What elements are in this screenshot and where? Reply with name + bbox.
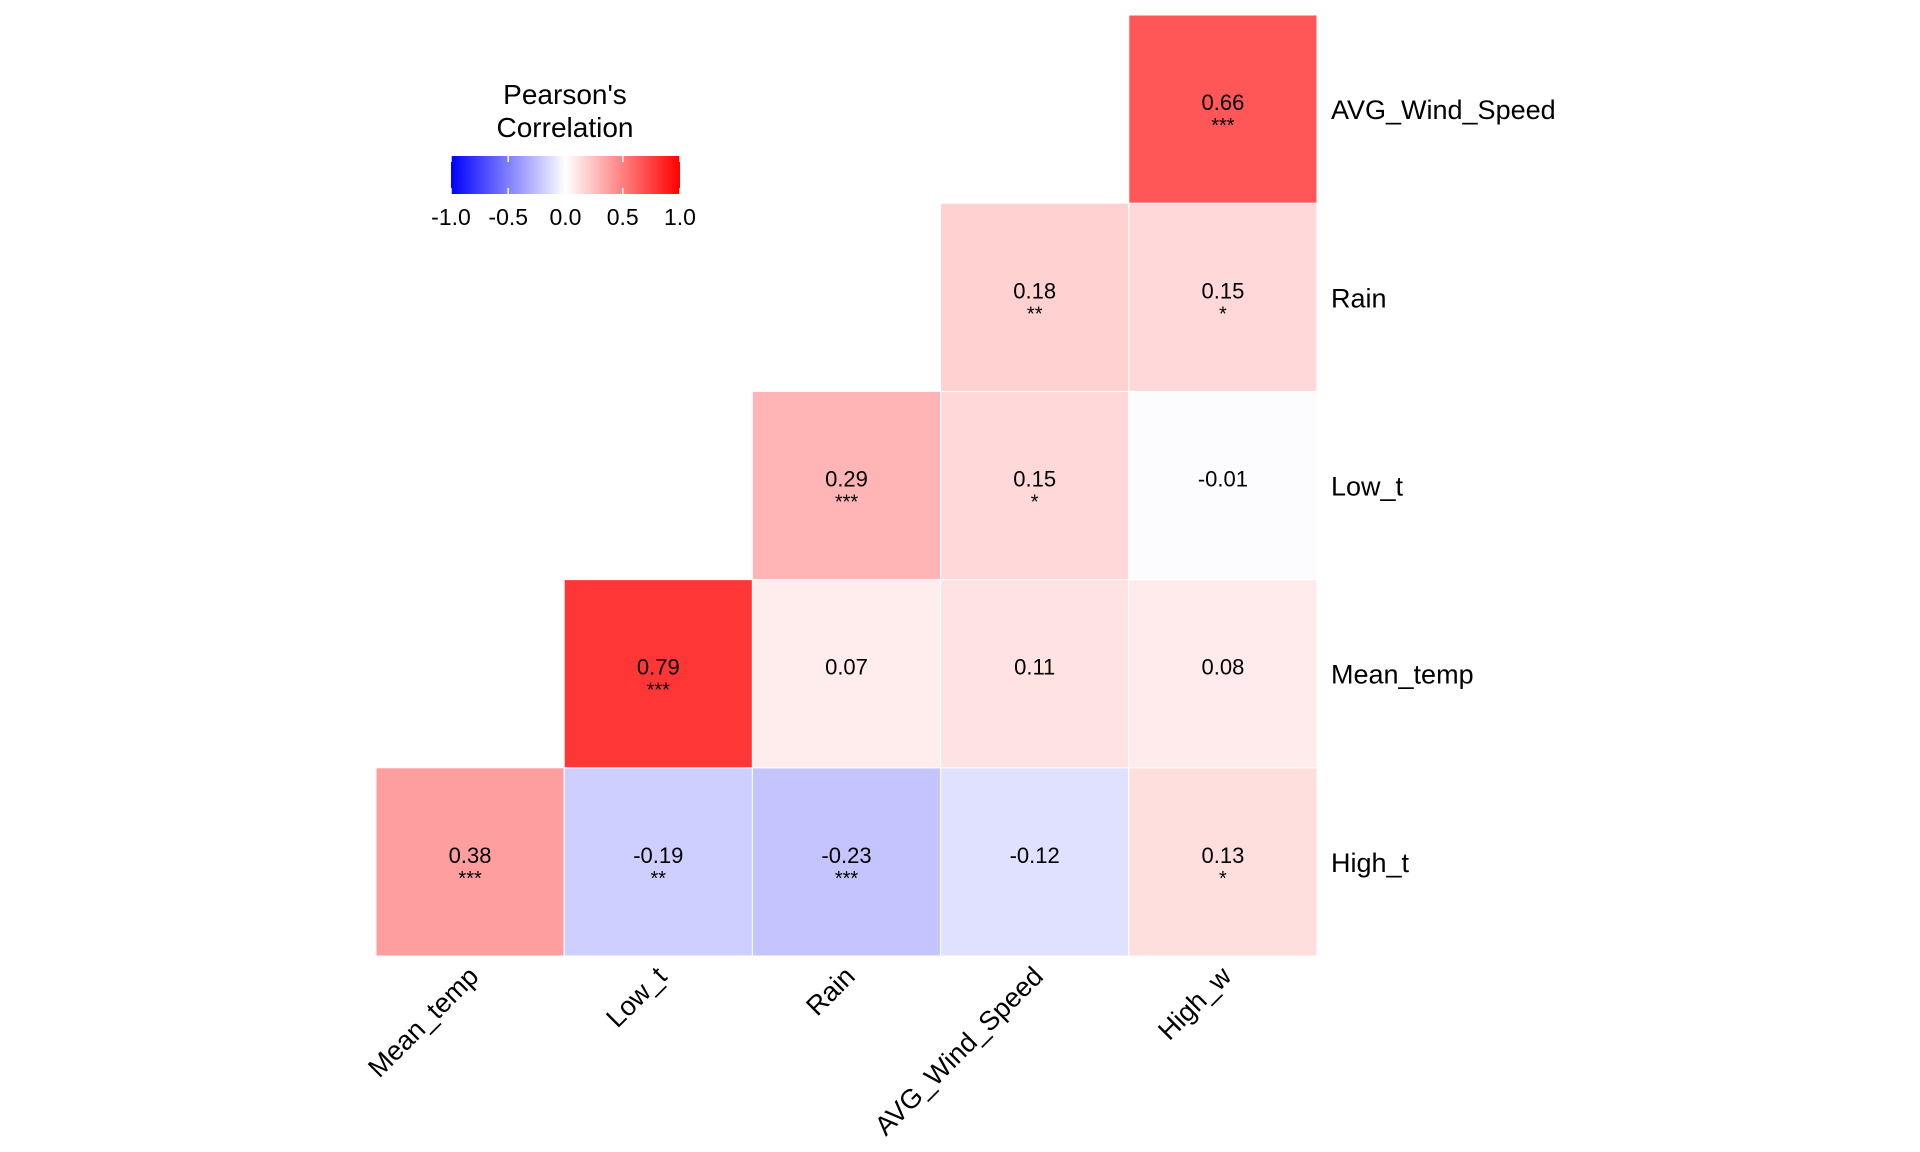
- cell-tile: [1128, 767, 1318, 957]
- y-axis-label: Rain: [1331, 283, 1387, 313]
- cell-significance-stars: *: [1219, 303, 1227, 325]
- y-axis-label: Mean_temp: [1331, 660, 1474, 690]
- heatmap-cell: 0.07: [751, 579, 942, 769]
- cell-significance-stars: **: [1027, 303, 1043, 325]
- legend-tick-label: -0.5: [488, 204, 528, 230]
- x-axis-label: Rain: [800, 961, 860, 1021]
- cell-tile: [940, 579, 1130, 769]
- cell-tile: [563, 767, 753, 957]
- heatmap-cell: 0.66***: [1128, 14, 1318, 204]
- cell-significance-stars: ***: [458, 868, 482, 890]
- cell-tile: [940, 202, 1130, 392]
- cell-tile: [940, 390, 1130, 581]
- cell-value-label: 0.08: [1201, 655, 1244, 680]
- heatmap-cell: 0.38***: [375, 767, 565, 957]
- legend-tick-label: 0.0: [550, 204, 582, 230]
- cell-significance-stars: *: [1219, 868, 1227, 890]
- cell-value-label: -0.23: [821, 843, 871, 868]
- heatmap-cell: 0.15*: [1128, 202, 1318, 392]
- cell-tile: [375, 767, 565, 957]
- heatmap-cell: 0.18**: [940, 202, 1130, 392]
- heatmap-cell: 0.08: [1128, 579, 1318, 769]
- cell-tile: [751, 579, 942, 769]
- x-axis-label: Mean_temp: [362, 961, 484, 1083]
- cell-significance-stars: ***: [1211, 115, 1235, 137]
- cell-significance-stars: ***: [835, 868, 859, 890]
- heatmap-cell: -0.19**: [563, 767, 753, 957]
- cell-value-label: -0.19: [633, 843, 683, 868]
- legend-tick-label: 0.5: [607, 204, 639, 230]
- y-axis-label: AVG_Wind_Speed: [1331, 95, 1556, 125]
- cell-value-label: 0.29: [825, 467, 868, 492]
- heatmap-cells: 0.38***-0.19**-0.23***-0.12 0.13*0.79***0…: [375, 14, 1318, 957]
- heatmap-cell: -0.12: [940, 767, 1130, 957]
- cell-significance-stars: **: [651, 868, 667, 890]
- cell-value-label: 0.79: [637, 655, 680, 680]
- heatmap-cell: 0.13*: [1128, 767, 1318, 957]
- heatmap-cell: 0.15*: [940, 390, 1130, 581]
- x-axis-labels: Mean_temp Low_t Rain AVG_Wind_Speed High_w: [362, 961, 1237, 1141]
- cell-tile: [751, 767, 942, 957]
- heatmap-cell: -0.23***: [751, 767, 942, 957]
- cell-tile: [1128, 14, 1318, 204]
- legend-color-bar: [451, 156, 680, 194]
- heatmap-cell: 0.11: [940, 579, 1130, 769]
- legend-ticks: -1.0 -0.5 0.0 0.5 1.0: [431, 156, 696, 230]
- cell-value-label: -0.01: [1198, 467, 1248, 492]
- y-axis-label: Low_t: [1331, 472, 1404, 502]
- cell-value-label: 0.66: [1201, 90, 1244, 115]
- cell-value-label: 0.15: [1201, 278, 1244, 303]
- legend-tick-label: -1.0: [431, 204, 471, 230]
- x-axis-label: High_w: [1152, 961, 1237, 1046]
- cell-value-label: 0.18: [1013, 278, 1056, 303]
- cell-value-label: 0.38: [449, 843, 492, 868]
- legend-title-line-1: Pearson's: [503, 79, 627, 110]
- heatmap-cell: 0.79***: [563, 579, 753, 769]
- cell-tile: [940, 767, 1130, 957]
- y-axis-label: High_t: [1331, 848, 1410, 878]
- cell-value-label: 0.07: [825, 655, 868, 680]
- legend-tick-label: 1.0: [664, 204, 696, 230]
- cell-value-label: -0.12: [1010, 843, 1060, 868]
- cell-tile: [1128, 579, 1318, 769]
- cell-value-label: 0.15: [1013, 467, 1056, 492]
- color-legend: Pearson's Correlation -1.0 -0.5 0.0 0.5 1.0: [431, 79, 696, 230]
- cell-significance-stars: ***: [835, 492, 859, 514]
- heatmap-cell: -0.01: [1128, 390, 1318, 581]
- cell-tile: [563, 579, 753, 769]
- cell-tile: [1128, 390, 1318, 581]
- cell-value-label: 0.13: [1201, 843, 1244, 868]
- y-axis-labels: High_t Mean_temp Low_t Rain AVG_Wind_Speed: [1331, 95, 1556, 878]
- cell-significance-stars: ***: [647, 680, 671, 702]
- legend-title-line-2: Correlation: [497, 112, 634, 143]
- cell-significance-stars: *: [1031, 492, 1039, 514]
- cell-tile: [751, 390, 942, 581]
- cell-value-label: 0.11: [1014, 655, 1055, 680]
- x-axis-label: Low_t: [600, 961, 673, 1034]
- x-axis-label: AVG_Wind_Speed: [869, 961, 1049, 1141]
- heatmap-cell: 0.29***: [751, 390, 942, 581]
